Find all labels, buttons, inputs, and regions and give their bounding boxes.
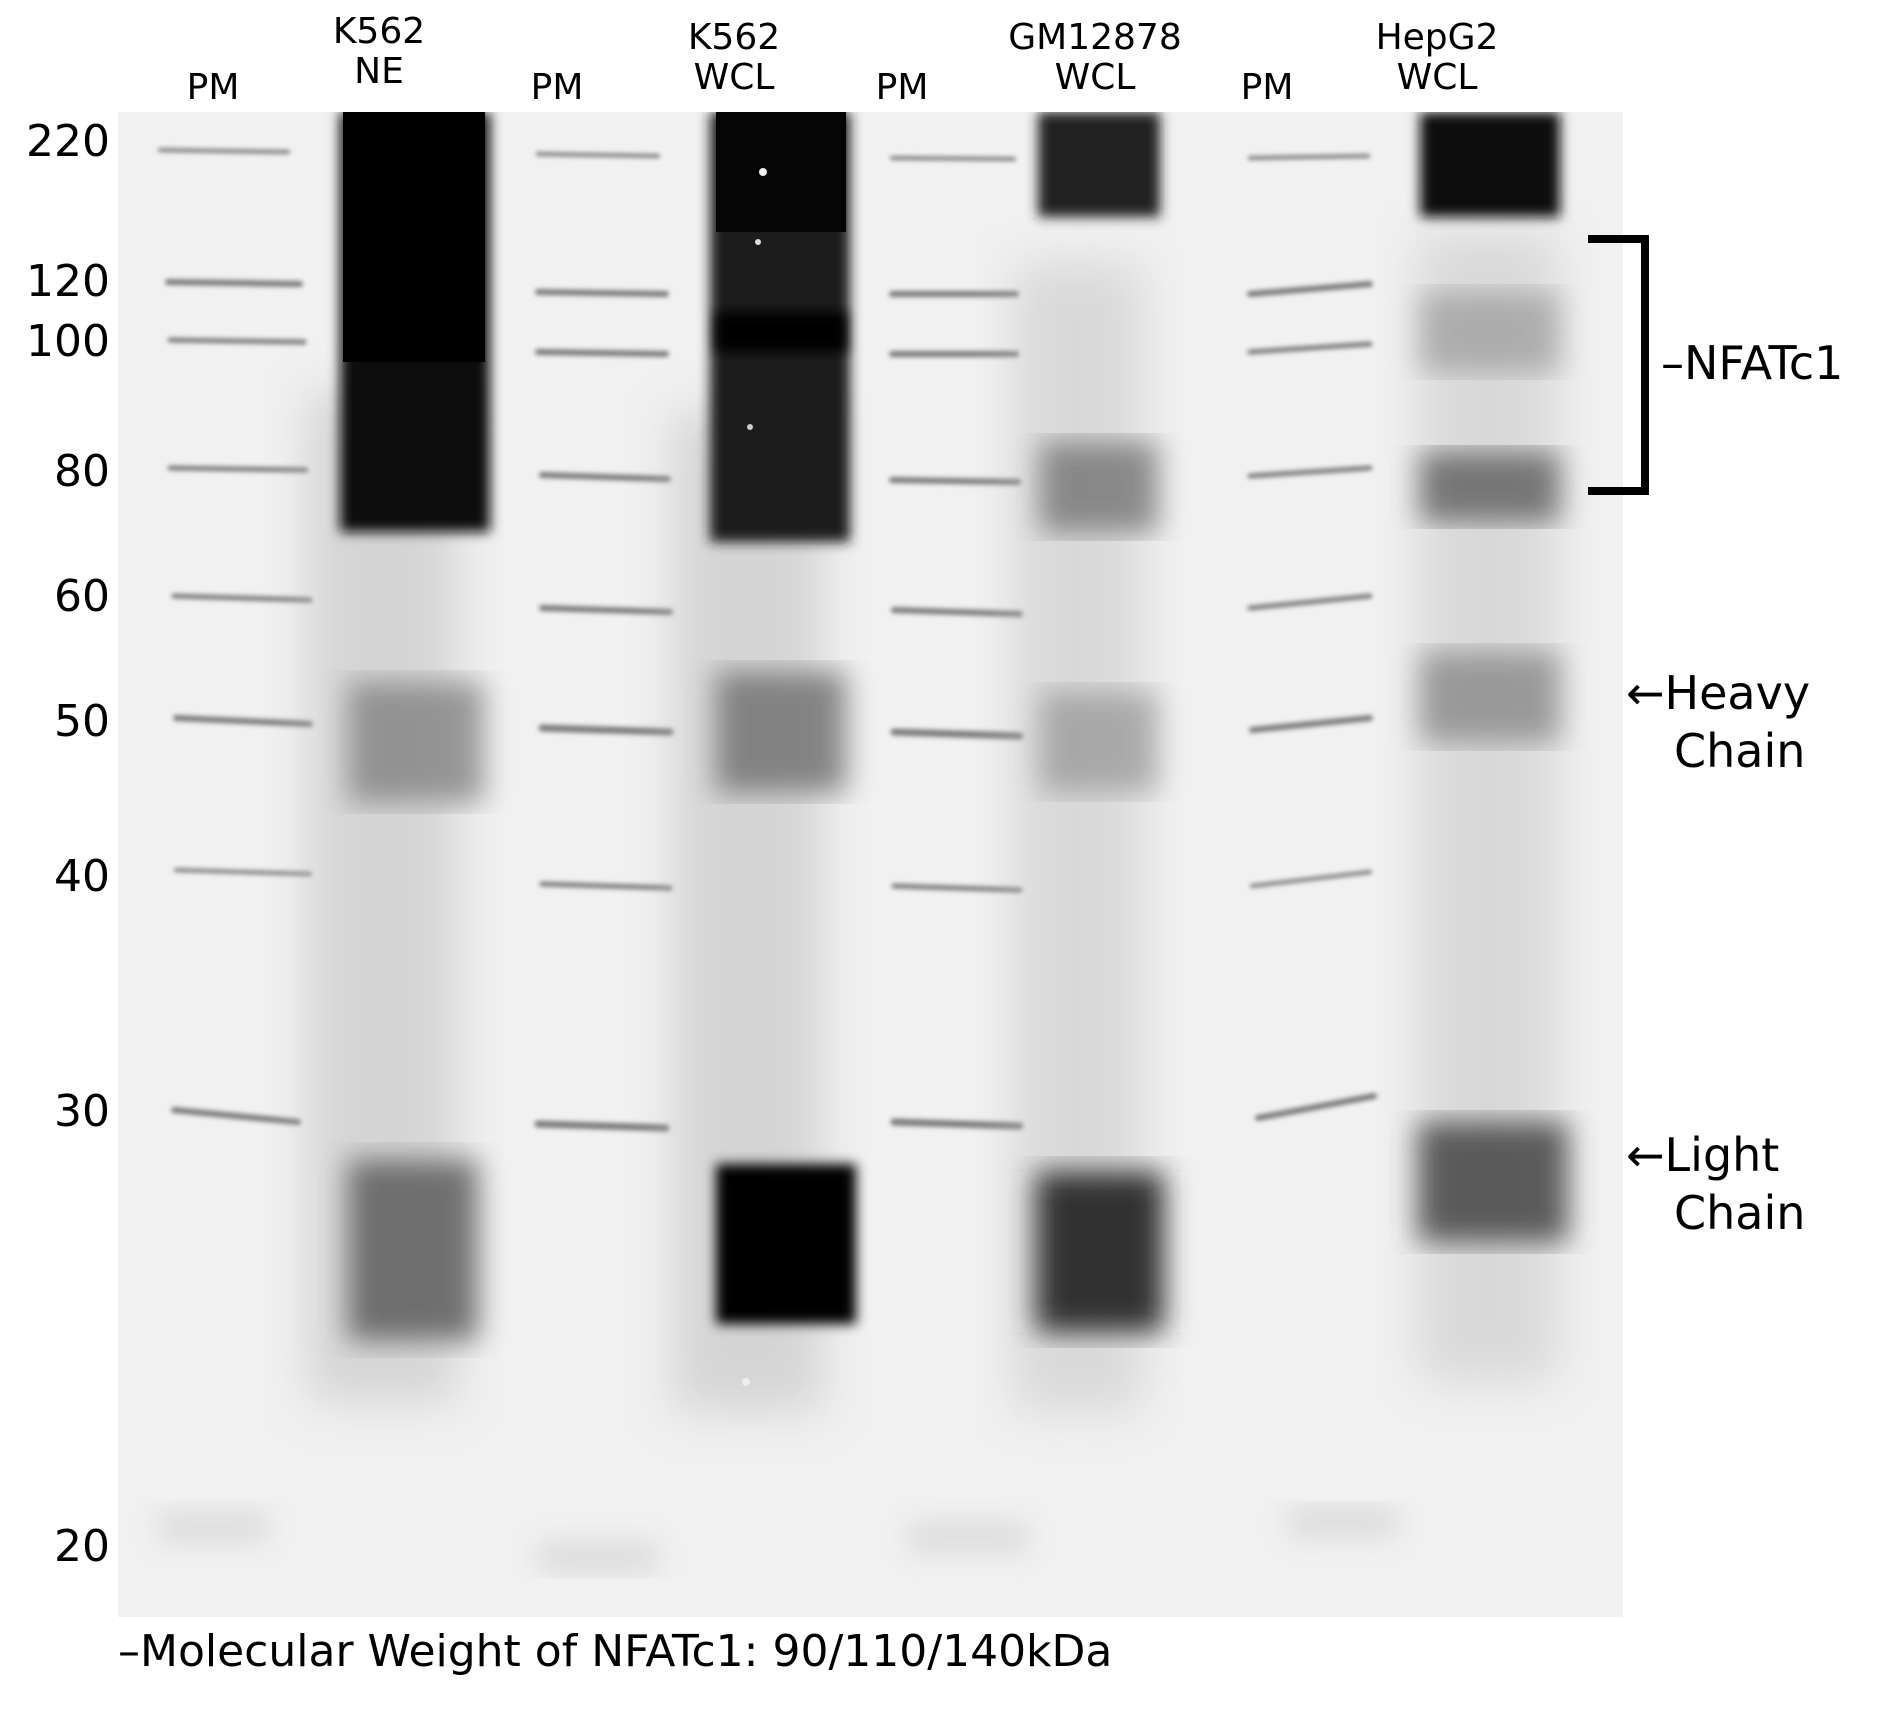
ladder-lane-3 <box>534 152 674 1132</box>
blot-image <box>118 112 1623 1617</box>
sample-lane-k562-ne <box>308 112 490 1402</box>
lane-label-6: GM12878 WCL <box>985 18 1205 98</box>
marker-40: 40 <box>54 851 110 902</box>
ladder-lane-5 <box>889 156 1024 1130</box>
lane-label-2: K562 NE <box>269 12 489 92</box>
lane-label-1-line1: PM <box>186 67 240 108</box>
light-chain-label: ←Light Chain <box>1626 1126 1805 1242</box>
light-chain-line1: ←Light <box>1626 1128 1780 1182</box>
lane-label-7-line1: PM <box>1240 67 1294 108</box>
lane-label-8-line1: HepG2 <box>1375 17 1499 58</box>
lane-label-8-line2: WCL <box>1396 57 1478 98</box>
lane-label-3: PM <box>447 68 667 108</box>
nfatc1-label: –NFATc1 <box>1661 336 1844 390</box>
sample-lane-hepg2-wcl <box>1418 112 1568 1382</box>
lane-label-7: PM <box>1157 68 1377 108</box>
heavy-chain-label: ←Heavy Chain <box>1626 664 1810 780</box>
marker-80: 80 <box>54 446 110 497</box>
lane-label-5-line1: PM <box>875 67 929 108</box>
lane-label-5: PM <box>792 68 1012 108</box>
lane-label-8: HepG2 WCL <box>1327 18 1547 98</box>
sample-lane-gm12878-wcl <box>1013 112 1164 1412</box>
light-chain-line2: Chain <box>1674 1186 1806 1240</box>
blot-membrane <box>118 112 1623 1617</box>
lane-label-6-line2: WCL <box>1054 57 1136 98</box>
marker-30: 30 <box>54 1086 110 1137</box>
molecular-weight-footnote: –Molecular Weight of NFATc1: 90/110/140k… <box>118 1626 1113 1677</box>
lane-label-4-line2: WCL <box>693 57 775 98</box>
lane-label-6-line1: GM12878 <box>1008 17 1182 58</box>
marker-60: 60 <box>54 571 110 622</box>
ladder-lane-1 <box>158 148 313 1125</box>
lane-label-4: K562 WCL <box>624 18 844 98</box>
marker-50: 50 <box>54 696 110 747</box>
lane-label-4-line1: K562 <box>687 17 781 58</box>
ladder-lane-7 <box>1247 154 1377 1121</box>
heavy-chain-line2: Chain <box>1674 724 1806 778</box>
marker-20: 20 <box>54 1521 110 1572</box>
marker-220: 220 <box>26 116 110 167</box>
marker-120: 120 <box>26 256 110 307</box>
lane-label-2-line2: NE <box>354 51 404 92</box>
nfatc1-bracket <box>1588 235 1649 495</box>
lane-label-1: PM <box>103 68 323 108</box>
heavy-chain-line1: ←Heavy <box>1626 666 1811 720</box>
marker-100: 100 <box>26 316 110 367</box>
lane-label-2-line1: K562 <box>332 11 426 52</box>
sample-lane-k562-wcl <box>673 112 856 1412</box>
lane-label-3-line1: PM <box>530 67 584 108</box>
